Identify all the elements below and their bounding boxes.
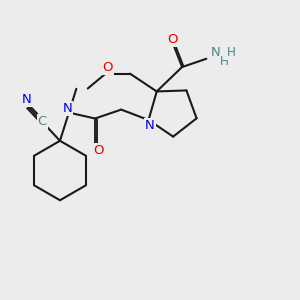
Text: O: O [103, 61, 113, 74]
Text: N: N [62, 102, 72, 115]
Text: O: O [167, 33, 177, 46]
Text: N: N [145, 119, 155, 132]
Text: H: H [227, 46, 236, 59]
Text: N: N [22, 93, 32, 106]
Text: C: C [38, 116, 47, 128]
Text: N: N [210, 46, 220, 59]
Text: O: O [93, 144, 103, 157]
Text: H: H [220, 55, 229, 68]
